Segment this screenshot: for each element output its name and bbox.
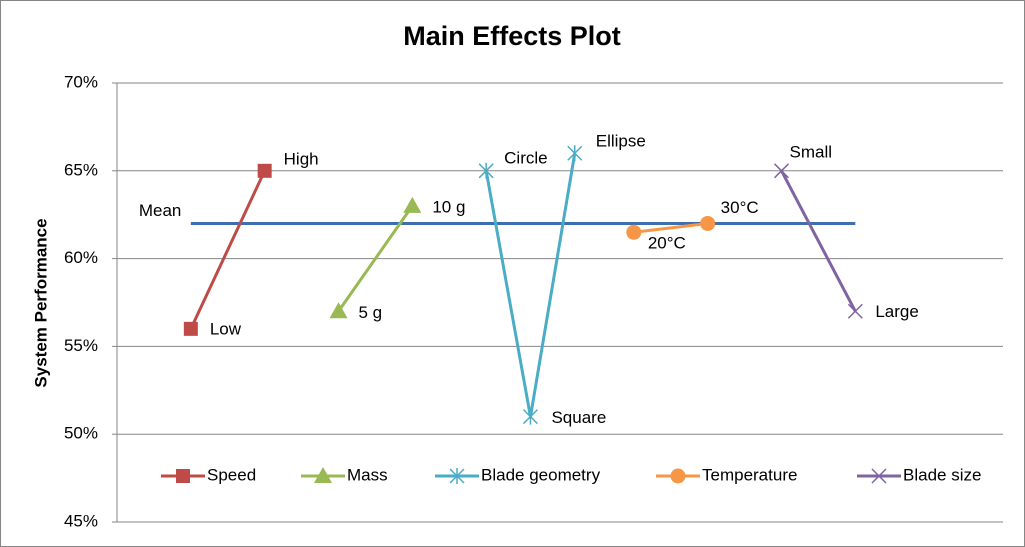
marker [183, 321, 198, 336]
y-tick-label: 50% [64, 424, 98, 443]
point-label: Large [875, 302, 918, 321]
marker [871, 468, 887, 484]
marker [478, 162, 494, 179]
marker [257, 163, 272, 178]
y-tick-label: 55% [64, 336, 98, 355]
point-label: 20°C [648, 234, 686, 253]
legend-label: Mass [347, 465, 388, 484]
legend-label: Temperature [702, 465, 797, 484]
marker [176, 469, 190, 483]
marker [700, 215, 716, 231]
point-label: 30°C [721, 198, 759, 217]
point-label: High [284, 149, 319, 168]
legend-label: Blade geometry [481, 465, 601, 484]
point-label: Small [790, 142, 833, 161]
point-label: Circle [504, 148, 547, 167]
series-line [780, 170, 857, 312]
marker [522, 408, 538, 425]
series-line [337, 205, 414, 313]
marker [403, 196, 422, 213]
chart-title: Main Effects Plot [403, 21, 621, 51]
legend-label: Speed [207, 465, 256, 484]
marker [567, 145, 583, 162]
point-label: Ellipse [596, 132, 646, 151]
y-axis-label: System Performance [31, 218, 50, 387]
series-line [189, 170, 267, 330]
series-line [633, 221, 708, 234]
mean-label: Mean [139, 201, 182, 220]
marker [626, 224, 642, 240]
point-label: Low [210, 319, 242, 338]
point-label: 5 g [359, 303, 383, 322]
y-tick-label: 45% [64, 511, 98, 530]
y-tick-label: 70% [64, 72, 98, 91]
marker [329, 302, 348, 319]
y-tick-label: 60% [64, 248, 98, 267]
point-label: 10 g [432, 197, 465, 216]
marker [670, 468, 686, 484]
y-tick-label: 65% [64, 160, 98, 179]
marker [847, 303, 863, 319]
marker [314, 467, 332, 483]
point-label: Square [551, 408, 606, 427]
marker [773, 163, 790, 179]
marker [449, 468, 465, 484]
legend-label: Blade size [903, 465, 981, 484]
